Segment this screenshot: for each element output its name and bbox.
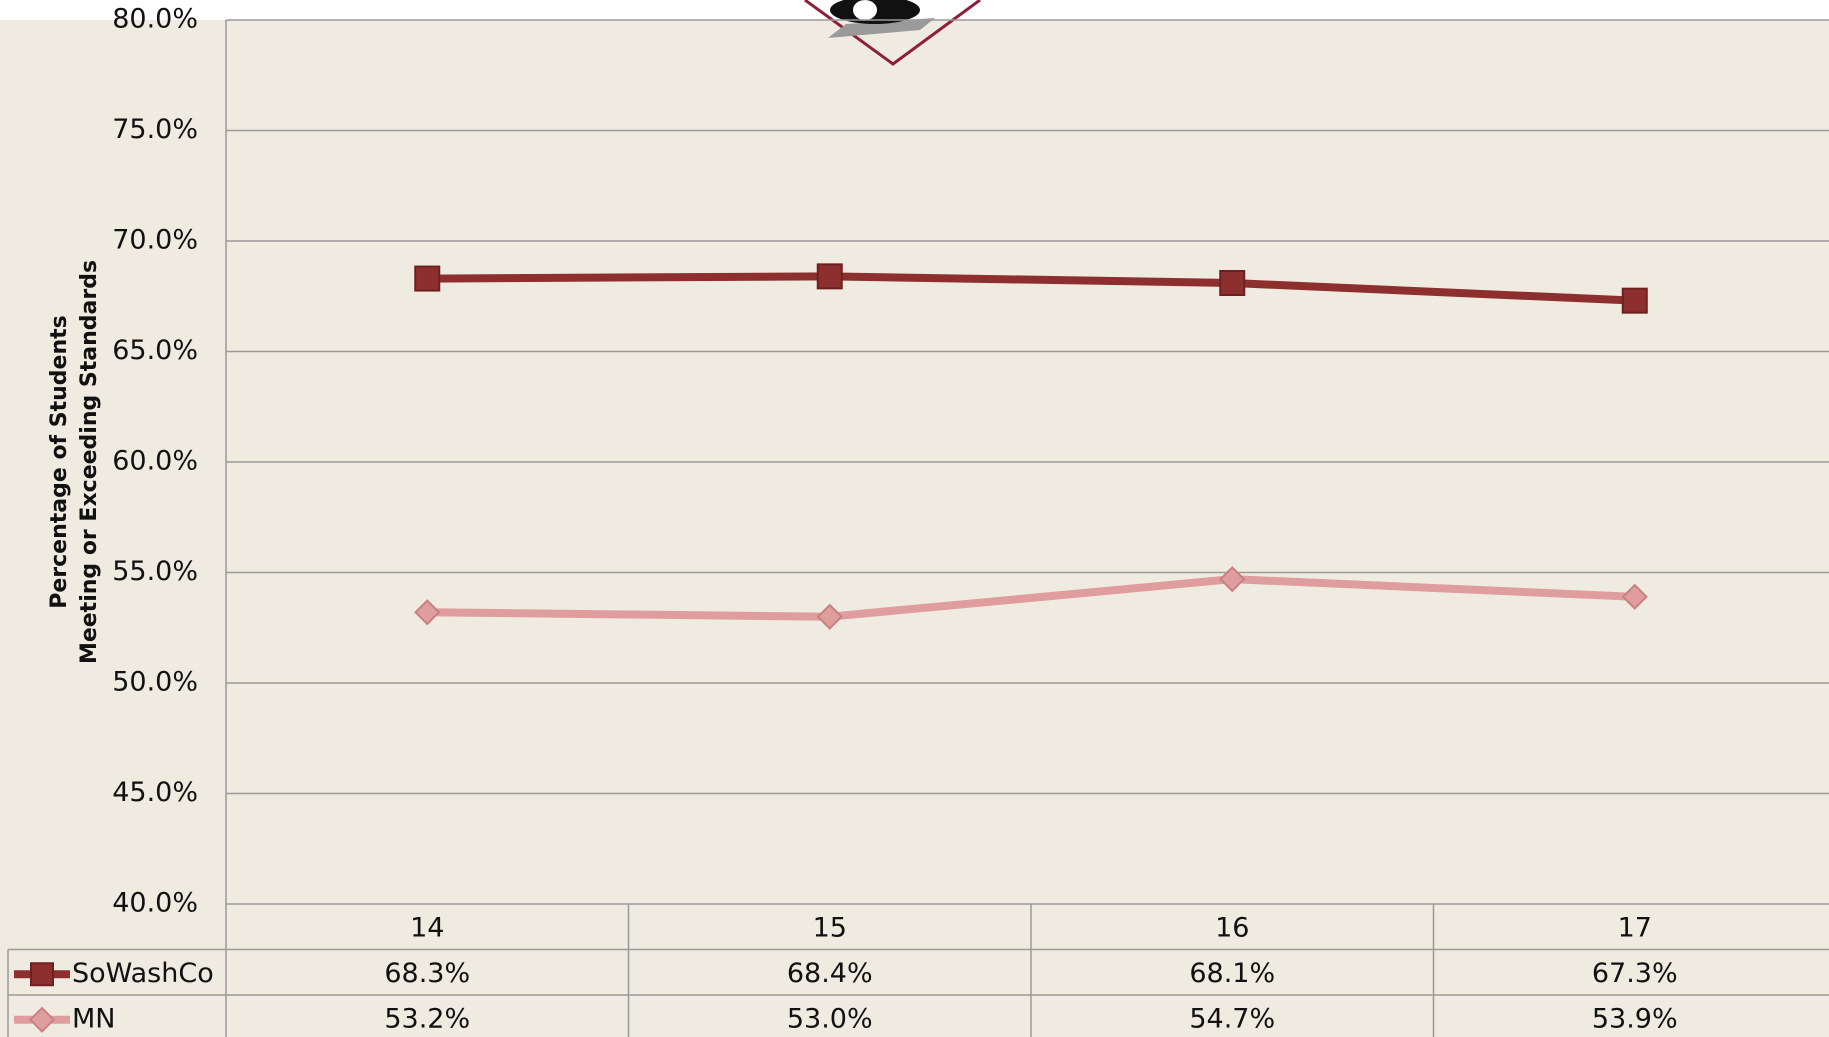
data-point xyxy=(414,599,441,626)
table-value: 53.2% xyxy=(384,1003,470,1034)
table-value: 68.4% xyxy=(787,958,873,989)
x-tick-label: 16 xyxy=(1215,912,1249,943)
table-value: 54.7% xyxy=(1189,1003,1275,1034)
data-point xyxy=(1219,269,1246,296)
y-tick-label: 40.0% xyxy=(112,888,198,919)
data-point xyxy=(1621,583,1648,610)
data-point xyxy=(1621,287,1648,314)
legend-label: MN xyxy=(72,1003,116,1034)
legend-marker xyxy=(28,1006,56,1033)
y-tick-label: 75.0% xyxy=(112,114,198,145)
y-axis-label: Meeting or Exceeding Standards xyxy=(77,260,102,664)
table-value: 68.1% xyxy=(1189,958,1275,989)
x-tick-label: 14 xyxy=(410,912,444,943)
y-tick-label: 80.0% xyxy=(112,4,198,35)
y-tick-label: 50.0% xyxy=(112,667,198,698)
x-tick-label: 17 xyxy=(1618,912,1652,943)
data-point xyxy=(1219,566,1246,593)
y-tick-label: 55.0% xyxy=(112,556,198,587)
data-point xyxy=(816,263,843,290)
logo-diamond xyxy=(804,0,981,66)
legend-label: SoWashCo xyxy=(72,958,214,989)
y-axis-label: Percentage of Students xyxy=(47,315,72,609)
series-line xyxy=(427,575,1635,621)
logo-shape xyxy=(853,0,877,20)
y-tick-label: 45.0% xyxy=(112,777,198,808)
legend-marker xyxy=(30,962,54,987)
data-point xyxy=(414,265,441,292)
logo-shape xyxy=(828,18,935,38)
table-value: 68.3% xyxy=(384,958,470,989)
table-value: 53.0% xyxy=(787,1003,873,1034)
y-tick-label: 60.0% xyxy=(112,446,198,477)
logo xyxy=(804,0,981,66)
series-line xyxy=(427,272,1635,305)
table-value: 53.9% xyxy=(1592,1003,1678,1034)
y-tick-label: 70.0% xyxy=(112,225,198,256)
data-point xyxy=(816,603,843,630)
x-tick-label: 15 xyxy=(813,912,847,943)
table-value: 67.3% xyxy=(1592,958,1678,989)
y-tick-label: 65.0% xyxy=(112,335,198,366)
